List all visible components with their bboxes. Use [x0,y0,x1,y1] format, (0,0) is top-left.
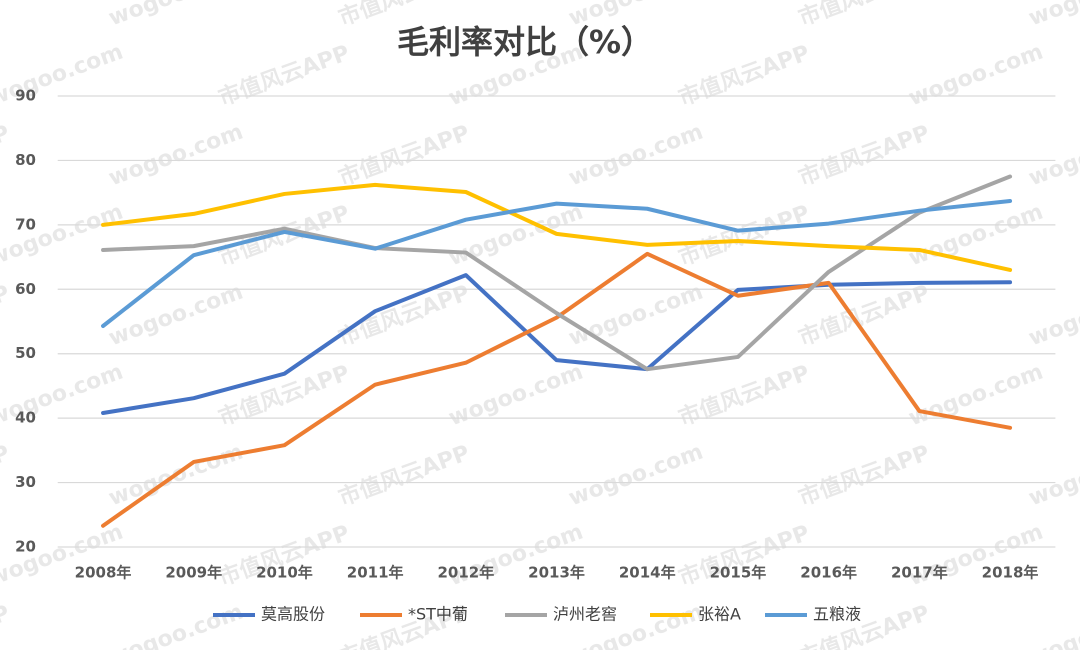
watermark: 市值风云APP [795,0,933,31]
y-tick-label: 80 [15,151,36,169]
watermark: 市值风云APP [0,120,13,191]
legend-label: 张裕A [698,605,741,624]
watermark: wogoo.com [1026,440,1080,512]
watermark: wogoo.com [446,360,587,432]
watermark: wogoo.com [1026,0,1080,31]
watermark: wogoo.com [566,120,707,192]
watermark: 市值风云APP [335,440,473,511]
watermark: wogoo.com [0,200,126,272]
watermark: 市值风云APP [0,600,13,650]
series-line [101,182,1013,272]
watermark: 市值风云APP [335,280,473,351]
x-tick-label: 2010年 [256,564,313,582]
legend-label: 莫高股份 [261,605,325,624]
watermark: 市值风云APP [675,40,813,111]
x-tick-label: 2009年 [165,564,222,582]
plot: 20 30 40 50 60 70 80 90 2008年 2009年 2010年 2011年 2012… [15,87,1056,624]
watermark: wogoo.com [1026,600,1080,650]
y-tick-label: 70 [15,215,36,233]
watermark: wogoo.com [566,280,707,352]
watermark: 市值风云APP [0,280,13,351]
x-tick-label: 2013年 [528,564,585,582]
watermark: wogoo.com [906,40,1047,112]
x-tick-label: 2015年 [710,564,767,582]
y-tick-label: 30 [15,473,36,491]
watermark: wogoo.com [106,0,247,31]
watermark: wogoo.com [106,600,247,650]
y-tick-label: 90 [15,87,36,105]
x-tick-label: 2018年 [982,564,1039,582]
watermark: 市值风云APP [675,200,813,271]
watermark: wogoo.com [566,440,707,512]
legend-label: *ST中葡 [408,605,468,624]
watermark: 市值风云APP [795,280,933,351]
x-tick-label: 2012年 [437,564,494,582]
watermark: 市值风云APP [0,440,13,511]
watermark: 市值风云APP [0,0,13,31]
y-tick-label: 20 [15,538,36,556]
watermark: wogoo.com [106,280,247,352]
watermark: 市值风云APP [215,200,353,271]
y-tick-label: 50 [15,344,36,362]
x-tick-label: 2011年 [347,564,404,582]
watermark: 市值风云APP [215,40,353,111]
watermark: wogoo.com [1026,280,1080,352]
series-line [101,199,1013,329]
chart-title: 毛利率对比（%） [397,23,653,61]
legend-label: 泸州老窖 [553,605,617,624]
y-tick-label: 60 [15,280,36,298]
watermark: 市值风云APP [795,120,933,191]
watermark: 市值风云APP [795,440,933,511]
y-tick-label: 40 [15,409,36,427]
series-line [101,174,1013,372]
watermark: wogoo.com [1026,120,1080,192]
watermark: 市值风云APP [335,120,473,191]
watermark: 市值风云APP [215,360,353,431]
series-line [101,251,1013,528]
x-tick-label: 2016年 [800,564,857,582]
x-tick-label: 2014年 [619,564,676,582]
x-tick-label: 2017年 [891,564,948,582]
watermark: wogoo.com [106,120,247,192]
watermark: 市值风云APP [675,360,813,431]
series-line [101,273,1013,415]
x-tick-label: 2008年 [75,564,132,582]
legend-label: 五粮液 [813,605,861,624]
